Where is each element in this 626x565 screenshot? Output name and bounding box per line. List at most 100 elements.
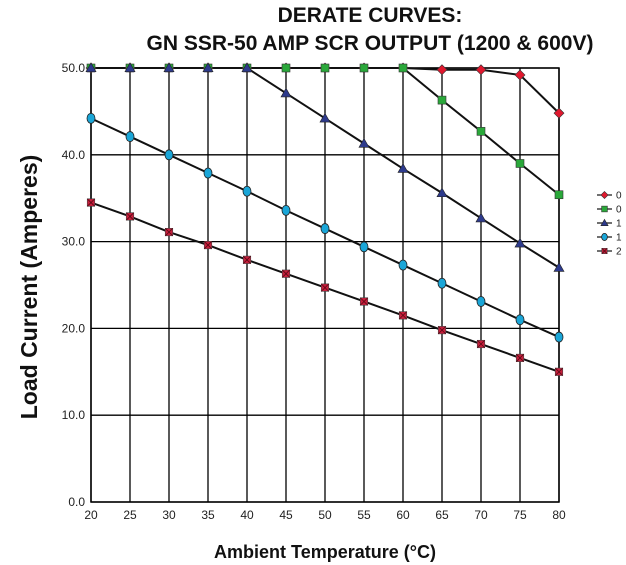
series-3-point-45	[281, 204, 291, 216]
legend-item-4: 2	[597, 247, 622, 258]
x-tick-label-20: 20	[84, 508, 98, 522]
y-tick-label-40: 40.0	[62, 148, 86, 162]
series-2-point-80	[553, 262, 565, 272]
legend-label-4: 2	[616, 247, 622, 258]
series-2-point-35	[202, 62, 214, 73]
series-2-point-25	[124, 62, 136, 73]
series-4-point-55	[359, 297, 369, 306]
chart-title-line2: GN SSR-50 AMP SCR OUTPUT (1200 & 600V)	[147, 32, 594, 55]
series-3-point-80	[554, 331, 564, 343]
series-3-point-75	[515, 314, 525, 326]
series-3-point-30	[164, 149, 174, 161]
legend-label-2: 1	[616, 219, 622, 230]
series-0-point-65	[436, 64, 448, 76]
series-4-point-45-x2	[281, 269, 291, 278]
series-4-point-35	[203, 241, 213, 250]
x-tick-label-30: 30	[162, 508, 176, 522]
series-4-point-30-x2	[164, 228, 174, 237]
series-3-point-70	[476, 296, 486, 307]
series-3-point-65	[437, 277, 447, 289]
series-3-point-55	[359, 241, 369, 253]
series-1-point-50	[320, 63, 330, 73]
series-2-point-55	[358, 137, 370, 148]
series-4-point-70-x2	[476, 339, 486, 349]
series-4-point-25	[125, 212, 135, 221]
series-1-point-75	[515, 159, 525, 168]
x-axis-label: Ambient Temperature (°C)	[214, 542, 436, 562]
series-4-point-20-x2	[86, 198, 96, 207]
legend-label-0: 0	[616, 191, 622, 202]
x-tick-label-65: 65	[435, 508, 449, 522]
series-4-point-80-x2	[554, 367, 564, 376]
series-3-point-20	[86, 112, 96, 124]
series-0-point-75	[514, 69, 526, 81]
legend-marker-4	[601, 248, 608, 255]
series-4-point-80	[554, 367, 564, 376]
series-3-point-60	[398, 259, 408, 271]
series-2-point-50	[319, 112, 331, 123]
series-2-point-40	[241, 62, 253, 73]
y-tick-label-20: 20.0	[62, 321, 86, 335]
series-4-point-25-x2	[125, 212, 135, 221]
x-tick-label-55: 55	[357, 508, 371, 522]
series-4-point-70	[476, 339, 486, 349]
series-2-point-30	[163, 62, 175, 73]
series-4-point-20	[86, 198, 96, 207]
series-1-point-45	[281, 63, 291, 73]
series-2-point-60	[397, 163, 409, 173]
series-4-point-60	[398, 311, 408, 320]
x-tick-label-40: 40	[240, 508, 254, 522]
y-tick-label-50: 50.0	[62, 61, 86, 75]
x-tick-label-70: 70	[474, 508, 488, 522]
series-4-point-75	[515, 353, 525, 362]
series-markers	[85, 62, 565, 376]
legend-marker-3	[601, 232, 608, 241]
series-4-point-50-x2	[320, 283, 330, 292]
series-1-point-55	[359, 63, 369, 73]
series-2-point-70	[475, 212, 487, 223]
series-4-point-65	[437, 326, 447, 335]
series-4-point-60-x2	[398, 311, 408, 320]
series-1-point-70	[476, 127, 486, 136]
series-2-point-75	[514, 237, 526, 248]
series-3-point-25	[125, 131, 135, 142]
x-tick-label-50: 50	[318, 508, 332, 522]
x-tick-label-25: 25	[123, 508, 137, 522]
legend-label-1: 0	[616, 205, 622, 216]
chart-title-line1: DERATE CURVES:	[278, 4, 463, 27]
series-3-point-50	[320, 223, 330, 234]
x-tick-label-80: 80	[552, 508, 566, 522]
legend-marker-1	[601, 205, 608, 213]
x-tick-label-75: 75	[513, 508, 527, 522]
series-4-point-40-x2	[242, 255, 252, 264]
series-1-point-80	[554, 190, 564, 200]
series-0-point-80	[553, 107, 565, 119]
y-tick-label-10: 10.0	[62, 408, 86, 422]
y-tick-label-0: 0.0	[68, 495, 85, 509]
legend-marker-0	[600, 190, 609, 200]
series-1-point-65	[437, 95, 447, 105]
series-2-point-65	[436, 187, 448, 198]
series-4-point-65-x2	[437, 326, 447, 335]
legend-marker-4-x2	[601, 248, 608, 254]
axes: 20 25 30 35 40 45 50 55 60 65 70 75 80 0.0 10.0 20.0 30.…	[62, 61, 566, 522]
series-1-point-60	[398, 63, 408, 73]
legend: 0 0 1 1 2	[597, 191, 622, 258]
series-4-point-55-x2	[359, 297, 369, 306]
series-0-point-70	[475, 64, 487, 76]
x-tick-label-60: 60	[396, 508, 410, 522]
y-axis-label: Load Current (Amperes)	[16, 155, 42, 420]
legend-label-3: 1	[616, 233, 622, 244]
y-tick-label-30: 30.0	[62, 235, 86, 249]
series-4-point-45	[281, 269, 291, 278]
series-4-point-40	[242, 255, 252, 264]
series-4-point-35-x2	[203, 241, 213, 250]
series-4-point-50	[320, 283, 330, 292]
legend-marker-2	[600, 218, 609, 226]
legend-item-2: 1	[597, 219, 622, 230]
series-3-point-35	[203, 167, 213, 179]
x-tick-label-35: 35	[201, 508, 215, 522]
series-4-point-75-x2	[515, 353, 525, 362]
legend-item-3: 1	[597, 233, 622, 244]
